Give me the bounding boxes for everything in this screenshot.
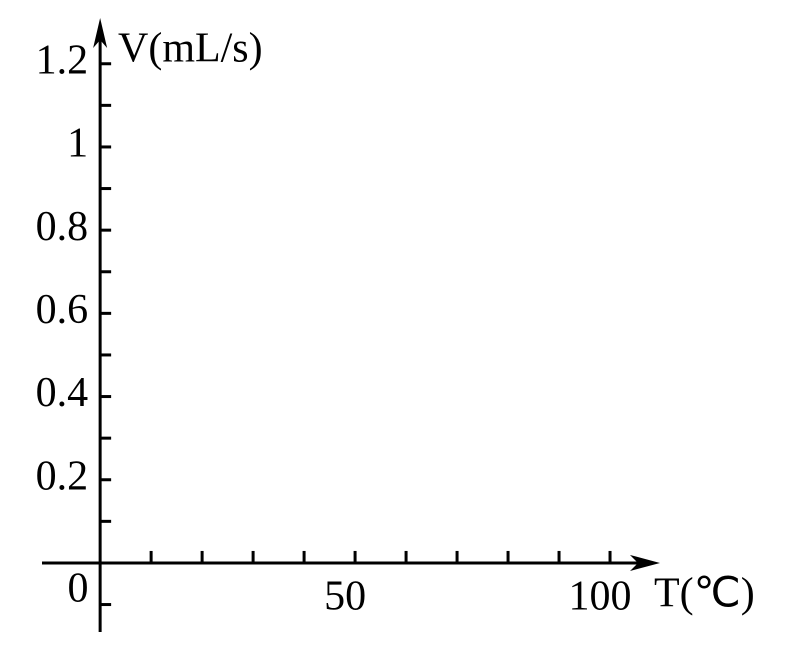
y-tick-label: 0.8	[36, 204, 89, 250]
y-axis-arrow	[93, 18, 108, 48]
y-tick-label: 0.6	[36, 287, 89, 333]
x-axis-arrow	[630, 554, 660, 571]
origin-label: 0	[68, 566, 89, 612]
x-axis-label: T(℃)	[654, 571, 755, 617]
x-tick-label: 50	[324, 574, 366, 620]
y-tick-label: 1.2	[36, 37, 89, 83]
y-axis-label: V(mL/s)	[118, 26, 263, 72]
y-tick-label: 0.2	[36, 453, 89, 499]
x-tick-label: 100	[569, 574, 632, 620]
y-tick-label: 0.4	[36, 370, 89, 416]
y-tick-label: 1	[67, 121, 88, 167]
